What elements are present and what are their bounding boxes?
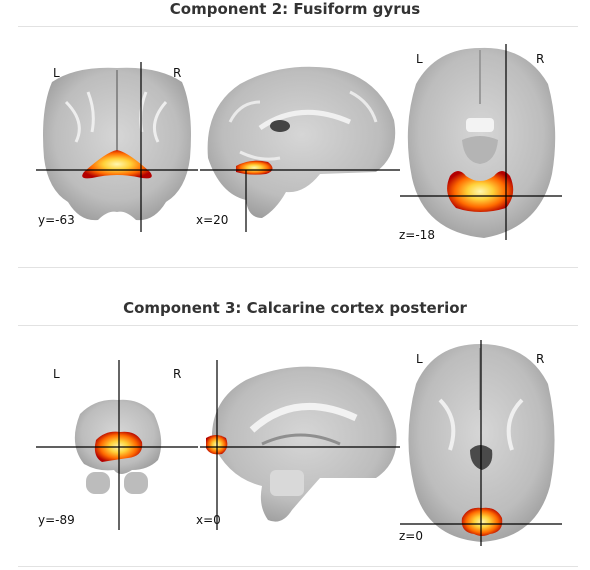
component-panel-2: Component 2: Fusiform gyrus L R y=-63 x=… xyxy=(0,0,590,280)
panel-title: Component 2: Fusiform gyrus xyxy=(169,0,421,18)
coronal-view xyxy=(36,62,198,232)
left-label: L xyxy=(416,352,423,366)
left-label: L xyxy=(53,66,60,80)
title-divider xyxy=(18,325,578,326)
axial-view xyxy=(400,340,562,546)
activation-blob xyxy=(447,171,514,212)
title-divider xyxy=(18,26,578,27)
coord-label: y=-63 xyxy=(38,213,75,227)
coronal-view xyxy=(36,360,198,530)
sagittal-view xyxy=(200,360,400,530)
axial-view xyxy=(400,44,562,240)
sagittal-view xyxy=(200,62,400,232)
right-label: R xyxy=(173,66,182,80)
panel-divider xyxy=(18,566,578,567)
coord-label: y=-89 xyxy=(38,513,75,527)
activation-blob xyxy=(82,150,152,179)
panel-title: Component 3: Calcarine cortex posterior xyxy=(123,299,467,317)
coord-label: x=0 xyxy=(196,513,221,527)
coord-label: z=0 xyxy=(399,529,423,543)
right-label: R xyxy=(536,52,545,66)
right-label: R xyxy=(536,352,545,366)
activation-blob xyxy=(461,507,503,536)
coord-label: z=-18 xyxy=(399,228,435,242)
activation-blob xyxy=(236,160,273,175)
panel-divider xyxy=(18,267,578,268)
component-panel-3: Component 3: Calcarine cortex posterior … xyxy=(0,290,590,570)
left-label: L xyxy=(53,367,60,381)
left-label: L xyxy=(416,52,423,66)
coord-label: x=20 xyxy=(196,213,229,227)
right-label: R xyxy=(173,367,182,381)
